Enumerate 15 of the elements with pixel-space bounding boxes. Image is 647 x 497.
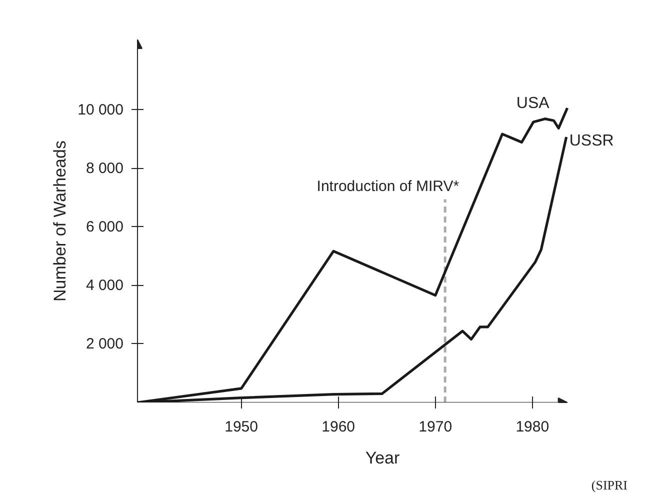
x-tick-label: 1960: [322, 418, 356, 436]
y-tick-label: 4 000: [86, 276, 124, 294]
x-axis-title: Year: [365, 448, 400, 468]
y-tick-label: 2 000: [86, 335, 124, 352]
y-tick-label: 8 000: [86, 160, 124, 177]
y-axis-title: Number of Warheads: [50, 140, 70, 302]
y-tick-label: 6 000: [86, 218, 124, 236]
x-tick-label: 1970: [418, 418, 452, 436]
x-tick-label: 1980: [516, 418, 550, 436]
series-label: USSR: [569, 132, 614, 150]
text: (SIPRI: [591, 478, 628, 492]
series-label: USA: [516, 95, 550, 112]
y-tick-label: 10 000: [78, 101, 124, 118]
ref-line-label: Introduction of MIRV*: [316, 178, 460, 196]
x-tick-label: 1950: [224, 418, 258, 436]
